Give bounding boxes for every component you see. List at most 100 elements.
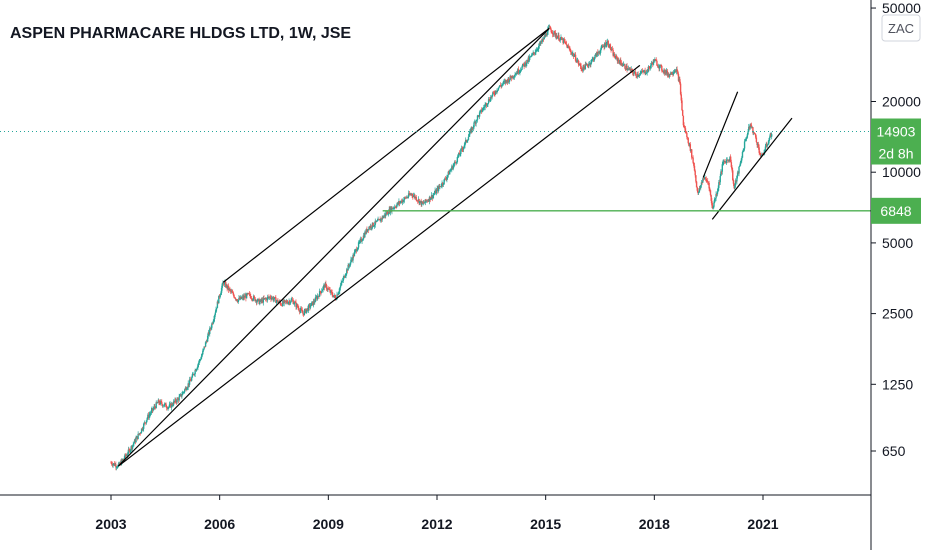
candle-body	[185, 387, 187, 391]
candle-body	[297, 306, 299, 308]
candle-body	[152, 408, 155, 411]
candle-body	[709, 190, 712, 196]
candle-body	[201, 354, 203, 357]
candle-body	[448, 171, 451, 175]
currency-label: ZAC	[888, 21, 914, 36]
candle-body	[159, 401, 162, 405]
candle-body	[624, 64, 626, 69]
candle-body	[734, 185, 736, 189]
candle-body	[670, 72, 673, 75]
candle-body	[640, 72, 642, 74]
candle-body	[362, 235, 365, 240]
candle-body	[227, 285, 230, 291]
candle-body	[702, 178, 704, 183]
candle-body	[122, 459, 125, 460]
candle-body	[145, 422, 147, 424]
candle-body	[299, 310, 301, 312]
trend-line	[702, 91, 739, 178]
candle-body	[534, 52, 536, 54]
candle-body	[352, 254, 354, 261]
candle-body	[668, 73, 671, 77]
candle-body	[296, 304, 299, 307]
candle-body	[704, 177, 707, 179]
candle-body	[273, 299, 275, 301]
candle-body	[190, 377, 193, 381]
candle-body	[481, 110, 484, 112]
candle-body	[287, 302, 290, 304]
candle-body	[449, 170, 452, 172]
candle-body	[407, 196, 409, 198]
candle-body	[340, 282, 342, 286]
candle-body	[591, 58, 593, 60]
candle-body	[535, 49, 538, 52]
candle-body	[705, 178, 708, 181]
candle-body	[753, 132, 756, 134]
candle-body	[611, 49, 614, 51]
candle-body	[572, 53, 575, 57]
candle-body	[211, 323, 214, 325]
candle-body	[581, 68, 583, 70]
candle-body	[472, 127, 475, 129]
candle-body	[464, 142, 466, 146]
candle-body	[750, 124, 752, 126]
candle-body	[707, 180, 709, 183]
candle-body	[163, 405, 165, 407]
candle-body	[503, 81, 505, 83]
candle-body	[652, 59, 655, 65]
y-tick-label: 650	[882, 443, 906, 459]
candle-body	[446, 175, 449, 178]
y-tick-label: 2500	[882, 306, 913, 322]
candle-body	[593, 58, 596, 61]
candle-body	[197, 364, 199, 368]
candle-body	[459, 154, 461, 155]
candle-body	[149, 414, 151, 415]
candle-body	[212, 321, 214, 324]
candle-body	[760, 155, 762, 157]
candle-body	[348, 264, 350, 266]
candle-body	[770, 134, 773, 137]
candle-body	[200, 359, 202, 360]
candle-body	[535, 51, 537, 53]
candle-body	[577, 60, 580, 64]
candle-body	[749, 124, 751, 129]
candle-body	[616, 57, 618, 62]
candle-body	[468, 134, 470, 137]
candle-body	[677, 74, 680, 81]
candle-body	[269, 296, 271, 298]
candle-body	[485, 103, 488, 106]
candle-body	[181, 392, 184, 395]
currency-badge[interactable]: ZAC	[881, 14, 921, 42]
candle-body	[745, 138, 747, 140]
candle-body	[387, 211, 389, 215]
candle-body	[442, 184, 445, 185]
candle-body	[748, 126, 750, 132]
candle-body	[275, 297, 277, 303]
candle-body	[583, 65, 585, 68]
candle-body	[150, 410, 153, 414]
candle-body	[558, 35, 560, 41]
candle-body	[350, 259, 352, 263]
candle-body	[251, 298, 253, 300]
candle-body	[709, 188, 711, 191]
candle-body	[179, 395, 181, 397]
x-tick-label: 2012	[421, 516, 452, 532]
candle-body	[335, 299, 338, 300]
candle-body	[755, 137, 758, 143]
candle-body	[229, 289, 232, 292]
candle-body	[496, 90, 499, 92]
candle-body	[679, 79, 681, 84]
candle-body	[649, 65, 652, 68]
candle-body	[654, 59, 656, 62]
candle-body	[545, 33, 548, 36]
candle-body	[654, 59, 657, 60]
candle-body	[554, 32, 557, 37]
candle-body	[112, 464, 114, 466]
candle-body	[563, 39, 566, 42]
candle-body	[496, 90, 498, 93]
candle-body	[698, 188, 701, 193]
candle-body	[551, 32, 553, 34]
trend-line	[117, 27, 550, 467]
candle-body	[510, 75, 512, 78]
candle-body	[684, 126, 686, 129]
